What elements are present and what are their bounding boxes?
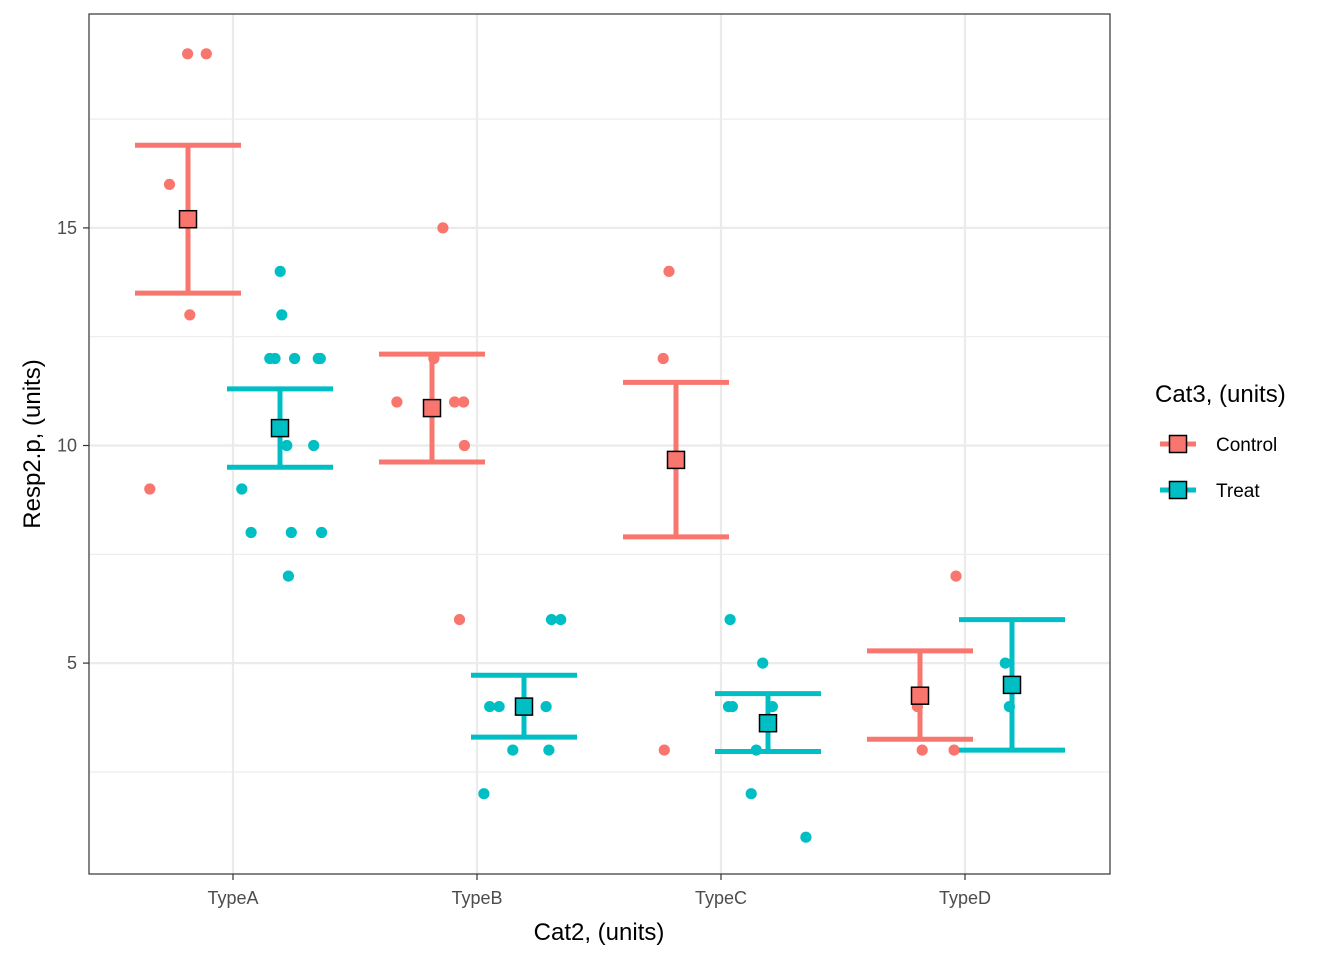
panel-border [88,13,1111,875]
data-point-treat [757,657,769,669]
data-point-control [144,483,156,495]
data-point-control [458,439,470,452]
legend-key-marker [1168,434,1188,454]
data-point-treat [281,439,293,452]
panel-background [89,14,1110,874]
data-point-treat [540,701,552,713]
data-point-control [658,744,670,756]
mean-marker-control [422,398,442,418]
data-point-control [200,48,212,60]
data-point-treat [507,744,519,756]
legend-item-treat: Treat [1160,480,1260,502]
data-point-treat [285,526,297,539]
data-point-treat [274,265,286,277]
y-axis: 5 10 15 [57,218,89,673]
data-point-treat [314,352,326,365]
x-tick-label: TypeD [939,888,991,908]
data-point-treat [493,701,505,713]
data-point-control [950,570,962,582]
legend-key-marker [1168,480,1188,500]
mean-marker-control [178,209,198,229]
data-point-treat [543,744,555,756]
data-point-treat [722,701,735,713]
data-point-control [453,614,466,626]
x-tick-label: TypeA [207,888,258,908]
data-point-treat [745,788,757,800]
mean-marker-treat [1002,675,1022,695]
data-point-treat [308,439,320,452]
mean-marker-treat [514,697,534,716]
data-point-treat [282,570,294,582]
data-point-treat [276,309,288,321]
mean-marker-treat [270,418,290,438]
mean-marker-treat [758,713,778,733]
data-point-control [184,309,196,321]
legend-title: Cat3, (units) [1155,381,1286,408]
data-point-control [163,178,176,190]
x-tick-label: TypeB [451,888,502,908]
data-point-treat [289,352,301,365]
y-tick-label: 5 [67,653,77,673]
data-point-treat [316,526,328,539]
data-point-treat [800,831,812,843]
legend-label: Control [1216,435,1277,456]
x-axis-title: Cat2, (units) [534,919,665,946]
mean-layer [178,209,1022,733]
data-point-treat [999,657,1011,669]
y-axis-title: Resp2.p, (units) [19,359,46,528]
data-point-treat [555,614,567,626]
legend: Cat3, (units) Control Treat [1155,381,1286,502]
x-tick-label: TypeC [695,888,747,908]
data-point-treat [245,526,257,539]
data-point-treat [545,614,558,626]
data-point-control [657,352,669,365]
mean-marker-control [666,450,686,470]
data-point-treat [269,352,281,365]
y-tick-label: 10 [57,436,77,456]
points-layer [144,48,1016,843]
legend-label: Treat [1216,481,1260,502]
data-point-control [437,222,449,234]
data-point-treat [484,701,496,713]
data-point-treat [478,788,490,800]
x-axis: TypeA TypeB TypeC TypeD [207,874,991,908]
data-point-control [391,396,403,408]
data-point-treat [724,614,736,626]
y-tick-label: 15 [57,218,77,238]
data-point-control [449,396,461,408]
legend-item-control: Control [1160,434,1277,456]
data-point-control [916,744,928,756]
grid [89,14,1110,874]
data-point-treat [236,483,248,495]
data-point-control [182,48,194,60]
data-point-control [458,396,470,408]
data-point-control [948,744,960,756]
data-point-control [663,265,675,277]
errorbar-layer [135,142,1065,754]
mean-marker-control [910,686,930,705]
